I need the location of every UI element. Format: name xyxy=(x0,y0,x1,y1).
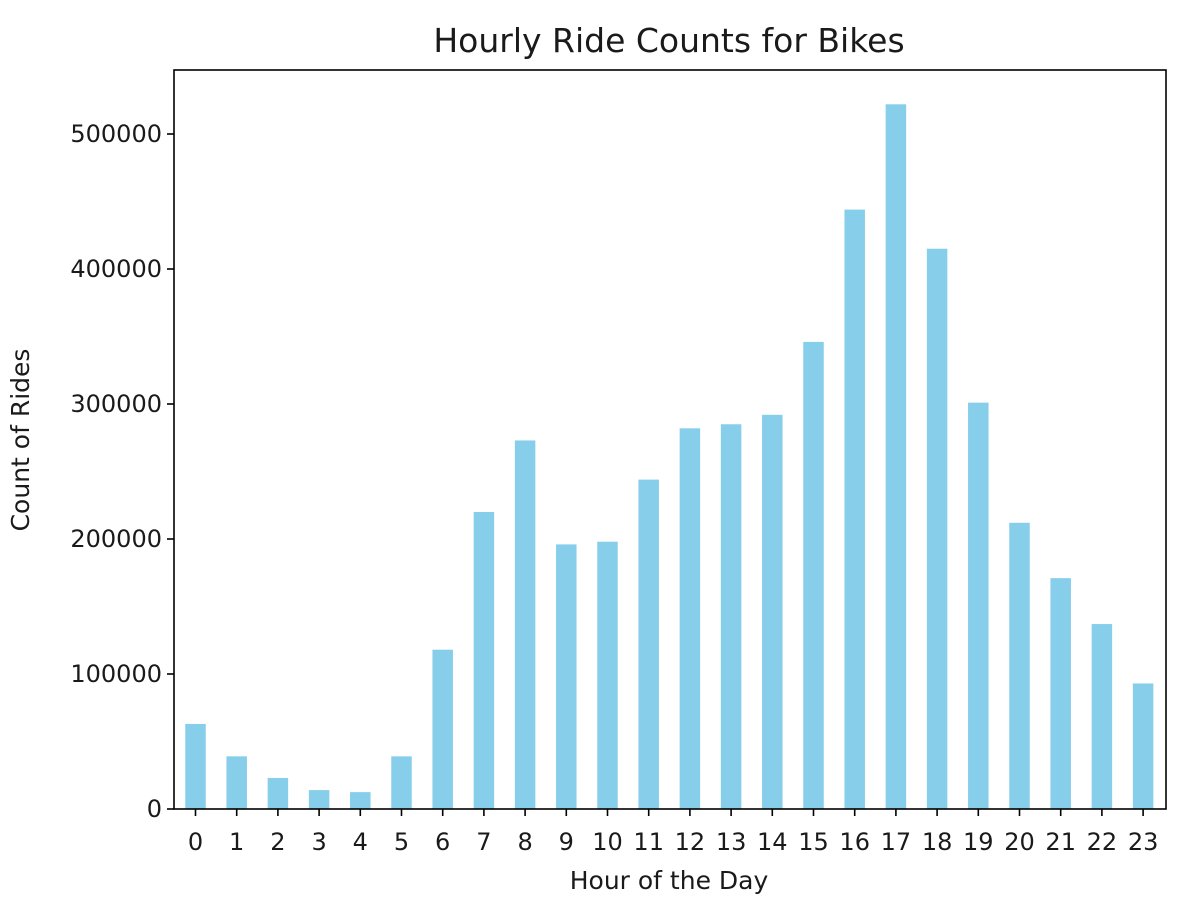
x-tick-label: 18 xyxy=(922,828,953,856)
x-tick-label: 10 xyxy=(592,828,623,856)
bar-hour-8 xyxy=(514,440,536,809)
x-tick-label: 0 xyxy=(188,828,203,856)
bar-hour-22 xyxy=(1091,624,1113,809)
x-tick-label: 12 xyxy=(675,828,706,856)
x-tick-label: 5 xyxy=(394,828,409,856)
x-tick-label: 22 xyxy=(1087,828,1118,856)
chart-title: Hourly Ride Counts for Bikes xyxy=(433,21,904,60)
bar-hour-6 xyxy=(432,649,453,809)
x-tick-label: 11 xyxy=(633,828,664,856)
plot-frame xyxy=(173,69,1167,810)
x-tick-label: 7 xyxy=(476,828,491,856)
x-tick-label: 4 xyxy=(353,828,368,856)
bar-hour-9 xyxy=(556,544,577,809)
bar-hour-2 xyxy=(267,777,289,809)
bar-hour-14 xyxy=(762,414,783,809)
bar-hour-16 xyxy=(844,209,865,810)
x-tick-label: 6 xyxy=(435,828,450,856)
bar-hour-20 xyxy=(1009,522,1030,809)
x-tick-label: 21 xyxy=(1045,828,1076,856)
x-tick-label: 13 xyxy=(716,828,747,856)
bar-hour-7 xyxy=(473,512,495,809)
x-axis-label: Hour of the Day xyxy=(570,866,769,895)
x-tick-label: 8 xyxy=(517,828,532,856)
bar-hour-4 xyxy=(350,792,371,810)
bar-hour-18 xyxy=(926,248,948,809)
bar-hour-3 xyxy=(308,790,330,809)
x-tick-label: 1 xyxy=(229,828,244,856)
bar-hour-23 xyxy=(1132,683,1154,809)
bar-hour-1 xyxy=(226,756,247,809)
y-tick-label: 500000 xyxy=(70,120,162,148)
bar-hour-19 xyxy=(968,402,989,809)
x-tick-label: 16 xyxy=(839,828,870,856)
x-tick-label: 17 xyxy=(881,828,912,856)
y-tick-label: 400000 xyxy=(70,255,162,283)
x-tick-label: 3 xyxy=(311,828,326,856)
bars-group xyxy=(185,104,1154,810)
bar-hour-5 xyxy=(391,756,412,809)
y-tick-label: 300000 xyxy=(70,390,162,418)
bar-hour-12 xyxy=(679,428,701,809)
x-tick-label: 19 xyxy=(963,828,994,856)
x-tick-label: 2 xyxy=(270,828,285,856)
x-tick-label: 20 xyxy=(1004,828,1035,856)
x-tick-label: 9 xyxy=(559,828,574,856)
bar-hour-21 xyxy=(1050,578,1071,809)
y-axis-ticks: 0 100000 200000 300000 400000 500000 xyxy=(70,120,174,823)
y-tick-label: 200000 xyxy=(70,525,162,553)
bar-hour-10 xyxy=(597,541,618,809)
bar-hour-11 xyxy=(638,479,659,809)
y-axis-label: Count of Rides xyxy=(6,349,35,532)
bar-hour-17 xyxy=(885,104,907,810)
bar-hour-0 xyxy=(185,723,206,809)
x-tick-label: 23 xyxy=(1128,828,1159,856)
x-tick-label: 15 xyxy=(798,828,829,856)
bar-hour-15 xyxy=(803,341,824,809)
y-tick-label: 0 xyxy=(147,795,162,823)
x-axis-ticks: 0 1 2 3 4 5 6 7 8 9 10 11 12 13 14 15 16 17 18 19 20 21 22 23 xyxy=(188,809,1159,856)
y-tick-label: 100000 xyxy=(70,660,162,688)
bar-hour-13 xyxy=(720,424,742,809)
x-tick-label: 14 xyxy=(757,828,788,856)
